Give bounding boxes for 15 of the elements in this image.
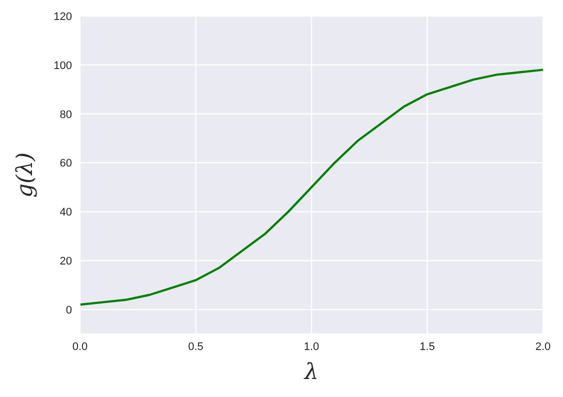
y-tick-label: 0 — [66, 304, 72, 316]
x-tick-label: 1.0 — [304, 340, 320, 353]
x-tick-label: 0.0 — [72, 340, 88, 353]
x-tick-label: 2.0 — [535, 340, 551, 353]
y-tick-label: 120 — [54, 10, 72, 23]
y-tick-label: 20 — [60, 256, 72, 268]
y-tick-label: 80 — [60, 108, 72, 121]
y-tick-label: 100 — [54, 60, 72, 72]
line-series — [80, 68, 543, 306]
x-tick-label: 0.5 — [188, 340, 204, 353]
x-tick-label: 1.5 — [420, 340, 435, 353]
y-tick-label: 60 — [60, 158, 72, 170]
y-tick-label: 40 — [60, 206, 72, 219]
y-axis-title: g(λ) — [12, 152, 38, 198]
x-axis-title: λ — [304, 360, 318, 385]
